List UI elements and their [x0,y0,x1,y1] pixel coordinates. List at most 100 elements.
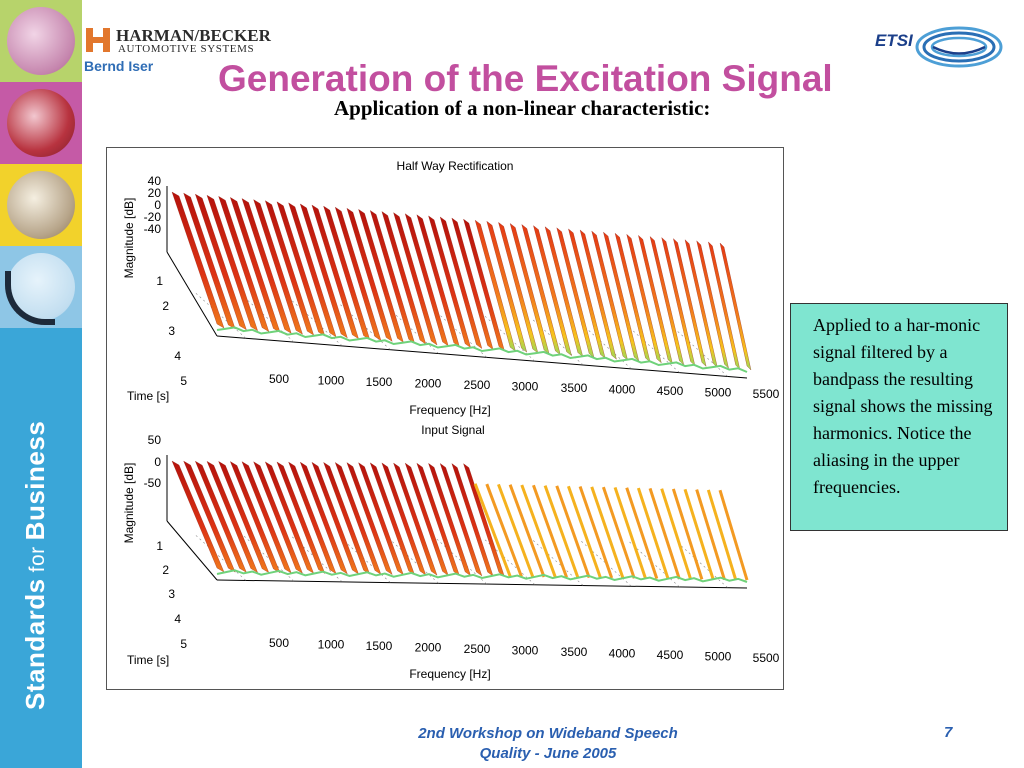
frequency-tick-label: 3500 [561,381,588,395]
sidebar-slogan: Standards for Business [20,421,51,710]
page-title: Generation of the Excitation Signal [218,58,833,99]
harmonic-ridge [497,483,535,578]
page-subtitle: Application of a non-linear characterist… [334,96,711,120]
frequency-axis [216,579,748,589]
frequency-tick-label: 3000 [512,644,539,658]
sidebar-slogan-end: Business [20,420,50,541]
frequency-tick-label: 2000 [415,641,442,655]
harmonic-ridge [626,233,662,364]
grid-line [388,538,439,584]
time-tick-label: 1 [156,539,163,553]
harmonic-ridge [706,489,738,581]
frequency-tick-label: 4000 [609,647,636,661]
frequency-tick-label: 4500 [657,648,684,662]
harmonic-ridge [555,485,591,579]
harmonic-ridge [346,462,393,575]
decorative-tile [0,246,82,328]
etsi-logo: ETSI [875,26,1003,68]
author-name: Bernd Iser [84,58,154,74]
z-tick-label: -20 [144,210,162,224]
frequency-tick-label: 5000 [705,650,732,664]
harmonic-ridge [695,489,726,581]
frequency-axis [216,335,748,379]
grid-line [629,541,680,588]
harmonic-ridge [683,488,715,580]
globe-image [5,253,75,325]
harmonic-ridge [381,211,427,345]
frequency-tick-label: 1500 [366,639,393,653]
frequency-tick-label: 500 [269,636,289,650]
harmonic-ridge [718,489,749,581]
harmonic-ridge [393,462,438,576]
noise-floor [216,569,748,583]
harmonic-ridge [533,225,572,357]
harmonic-ridge [719,242,752,371]
time-axis-label: Time [s] [127,653,169,667]
harmonic-ridge [508,484,546,578]
time-tick-label: 4 [174,612,181,626]
grid-line [388,308,439,354]
harmonic-ridge [532,484,568,578]
harmonic-ridge [660,488,693,580]
harmonic-ridge [671,488,704,580]
harmonic-ridge [579,229,617,360]
frequency-tick-label: 5500 [753,651,780,665]
harmonic-ridge [346,207,393,342]
harmonic-ridge [486,220,528,353]
frequency-tick-label: 1000 [318,638,345,652]
harmonic-ridge [334,206,382,341]
harmonic-ridge [601,486,636,579]
footer-event: 2nd Workshop on Wideband Speech Quality … [380,724,716,764]
sidebar-slogan-main: Standards [20,578,50,710]
plot-title: Input Signal [421,423,484,437]
harmonic-ridge [636,487,670,580]
frequency-tick-label: 5500 [753,387,780,401]
harmonic-ridge [369,210,415,344]
explanation-box: Applied to a har-monic signal filtered b… [790,303,1008,531]
time-tick-label: 5 [180,637,187,651]
magnitude-axis-label: Magnitude [dB] [122,463,136,544]
explanation-text: Applied to a har-monic signal filtered b… [813,315,993,497]
footer-line-1: 2nd Workshop on Wideband Speech [418,725,678,742]
harmonic-ridge [183,460,236,573]
frequency-tick-label: 3500 [561,645,588,659]
spectrogram-figure: Half Way Rectification 40 20 0 -20 -40 1 2 3 4 5 50… [106,147,784,690]
frequency-tick-label: 1500 [366,375,393,389]
time-tick-label: 3 [168,587,175,601]
frequency-tick-label: 5000 [705,386,732,400]
grid-line [629,327,680,373]
time-tick-label: 3 [168,324,175,338]
harmonic-ridge [625,487,659,580]
ridges-group [171,460,749,581]
frequency-tick-label: 2500 [464,378,491,392]
harmonic-ridge [253,461,303,574]
harmonic-ridge [485,483,523,578]
grid-line [581,323,632,370]
harmonic-ridge [369,462,415,576]
frequency-tick-label: 1000 [318,374,345,388]
time-tick-label: 2 [162,299,169,313]
sidebar-slogan-small: for [26,546,49,573]
decorative-tile [0,82,82,164]
harmonic-ridge [567,485,602,579]
z-tick-label: 50 [148,433,162,447]
harmonic-ridge [648,487,681,580]
decorative-tile [0,164,82,246]
grid-line [195,535,247,581]
z-tick-label: 0 [154,198,161,212]
frequency-tick-label: 4500 [657,384,684,398]
time-tick-label: 2 [162,563,169,577]
frequency-tick-label: 3000 [512,380,539,394]
frequency-tick-label: 2500 [464,642,491,656]
frequency-tick-label: 500 [269,372,289,386]
harmonic-ridge [473,483,512,577]
logo-name: HARMAN/BECKER [116,26,271,45]
grid-line [195,293,247,339]
time-axis-label: Time [s] [127,389,169,403]
harmonic-ridge [439,463,483,577]
logo-subtitle: AUTOMOTIVE SYSTEMS [118,43,255,55]
harmonic-ridge [229,461,281,574]
harmonic-ridge [520,484,557,578]
plot-title: Half Way Rectification [397,159,514,173]
